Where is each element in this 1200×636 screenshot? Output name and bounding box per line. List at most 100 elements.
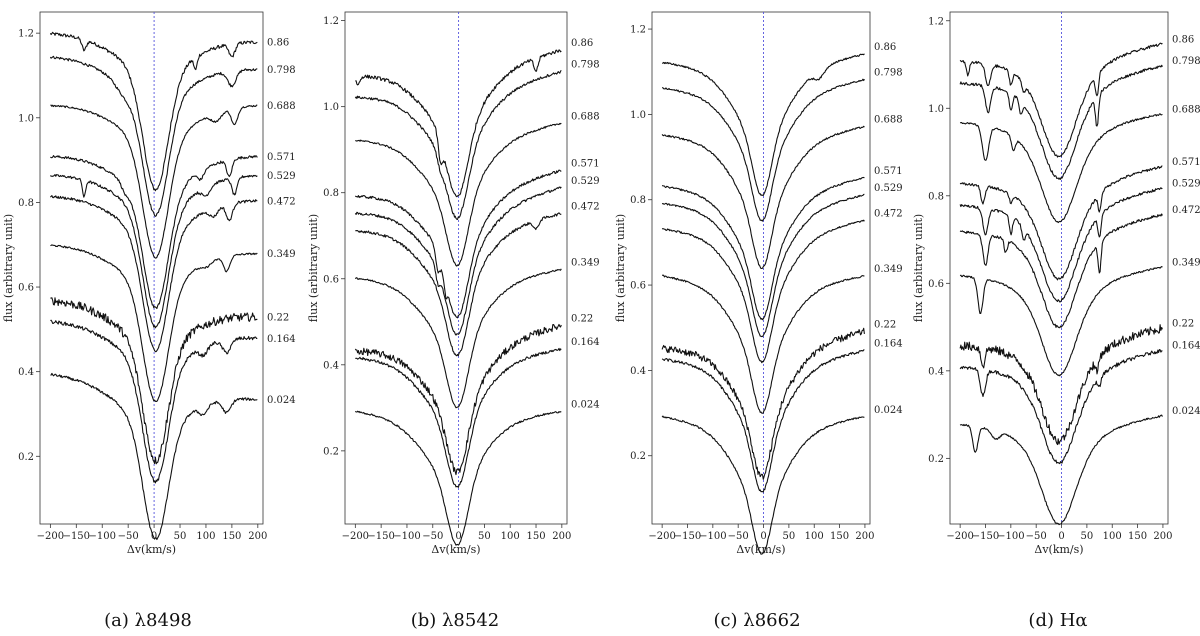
phase-label: 0.024 [1172, 406, 1200, 417]
phase-label: 0.024 [571, 400, 600, 411]
phase-label: 0.472 [874, 209, 903, 220]
spectrum-line-0.22 [959, 324, 1163, 446]
x-tick-label: 50 [783, 531, 796, 542]
panel-caption: (a) λ8498 [104, 610, 192, 631]
y-axis-label: flux (arbitrary unit) [2, 214, 15, 322]
y-tick-label: 1.2 [928, 16, 944, 27]
phase-label: 0.349 [874, 264, 903, 275]
y-tick-label: 0.4 [630, 366, 646, 377]
plot-frame [651, 11, 871, 525]
spectrum-line-0.024 [959, 414, 1163, 526]
panel-caption: (d) Hα [1028, 610, 1087, 631]
x-tick-label: −150 [63, 531, 90, 542]
x-tick-label: 200 [1153, 531, 1172, 542]
spectrum-line-0.798 [354, 70, 562, 220]
y-tick-label: 0.4 [18, 367, 34, 378]
phase-label: 0.024 [874, 405, 903, 416]
x-tick-label: 150 [526, 531, 545, 542]
phase-label: 0.798 [874, 68, 903, 79]
phase-label: 0.22 [267, 313, 289, 324]
spectrum-line-0.571 [661, 176, 865, 321]
x-tick-label: −100 [393, 531, 420, 542]
y-tick-label: 1.0 [630, 110, 646, 121]
panel-caption: (b) λ8542 [411, 610, 500, 631]
chart-panel-4: −200−150−100 −50 0 50 100 150 200 0.2 0.4 0.6 0.8 1… [912, 11, 1200, 631]
x-tick-label: 100 [196, 531, 215, 542]
phase-label: 0.164 [874, 339, 903, 350]
plot-frame [344, 11, 568, 525]
phase-label: 0.164 [1172, 341, 1200, 352]
spectrum-line-0.571 [354, 169, 562, 319]
y-tick-label: 0.2 [323, 446, 339, 457]
phase-label: 0.86 [267, 38, 289, 49]
spectrum-line-0.164 [661, 349, 865, 493]
x-tick-label: 100 [1103, 531, 1122, 542]
spectrum-line-0.472 [355, 212, 562, 357]
spectrum-line-0.529 [50, 174, 258, 329]
phase-label: 0.571 [267, 152, 296, 163]
spectrum-line-0.472 [959, 213, 1163, 329]
phase-label: 0.472 [571, 202, 600, 213]
y-tick-label: 1.0 [18, 113, 34, 124]
spectrum-line-0.798 [49, 55, 258, 217]
x-tick-label: 150 [1128, 531, 1147, 542]
spectrum-line-0.164 [959, 349, 1163, 465]
spectrum-line-0.86 [49, 31, 258, 192]
x-axis-label: Δv(km/s) [431, 543, 480, 556]
y-tick-label: 0.8 [630, 195, 646, 206]
spectrum-line-0.571 [959, 165, 1163, 281]
phase-label: 0.688 [1172, 104, 1200, 115]
phase-label: 0.571 [874, 166, 903, 177]
spectrum-line-0.529 [661, 193, 865, 338]
x-tick-label: −100 [88, 531, 115, 542]
x-tick-label: 0 [760, 531, 766, 542]
phase-label: 0.688 [874, 115, 903, 126]
y-tick-label: 0.2 [630, 451, 646, 462]
spectrum-line-0.688 [355, 122, 562, 267]
phase-label: 0.86 [571, 38, 593, 49]
y-tick-label: 0.8 [18, 198, 34, 209]
y-tick-label: 0.2 [928, 454, 944, 465]
spectrum-line-0.688 [661, 125, 865, 270]
phase-label: 0.349 [1172, 257, 1200, 268]
y-tick-label: 1.2 [18, 29, 34, 40]
phase-label: 0.164 [571, 337, 600, 348]
spectrum-line-0.688 [50, 104, 258, 259]
y-tick-label: 0.8 [323, 188, 339, 199]
spectrum-line-0.349 [959, 266, 1163, 377]
y-tick-label: 1.2 [630, 25, 646, 36]
spectrum-line-0.472 [49, 195, 258, 353]
spectrum-line-0.22 [661, 327, 865, 480]
spectrum-line-0.86 [661, 53, 865, 196]
phase-label: 0.472 [1172, 205, 1200, 216]
phase-label: 0.86 [874, 42, 896, 53]
phase-label: 0.024 [267, 395, 296, 406]
phase-label: 0.22 [874, 319, 896, 330]
phase-label: 0.529 [571, 176, 600, 187]
y-tick-label: 0.4 [323, 360, 339, 371]
phase-label: 0.798 [1172, 56, 1200, 67]
x-axis-label: Δv(km/s) [127, 543, 176, 556]
x-tick-label: −50 [422, 531, 443, 542]
phase-label: 0.798 [267, 65, 296, 76]
spectrum-line-0.164 [355, 347, 562, 488]
spectrum-line-0.349 [662, 274, 865, 414]
y-tick-label: 0.4 [928, 366, 944, 377]
x-tick-label: −200 [946, 531, 973, 542]
x-tick-label: 200 [855, 531, 874, 542]
spectrum-line-0.798 [662, 78, 865, 222]
y-tick-label: 1.0 [928, 104, 944, 115]
x-axis-label: Δv(km/s) [1034, 543, 1083, 556]
x-tick-label: −50 [728, 531, 749, 542]
chart-panel-2: −200−150−100 −50 0 50 100 150 200 0.2 0.4 0.6 0.8 1… [307, 11, 600, 631]
spectrum-line-0.349 [50, 244, 258, 403]
phase-label: 0.86 [1172, 34, 1194, 45]
y-tick-label: 0.8 [928, 191, 944, 202]
phase-label: 0.22 [571, 313, 593, 324]
spectrum-line-0.349 [354, 268, 562, 409]
x-tick-label: 50 [478, 531, 491, 542]
x-tick-label: −150 [367, 531, 394, 542]
spectrum-line-0.024 [50, 372, 258, 541]
y-tick-label: 1.0 [323, 102, 339, 113]
